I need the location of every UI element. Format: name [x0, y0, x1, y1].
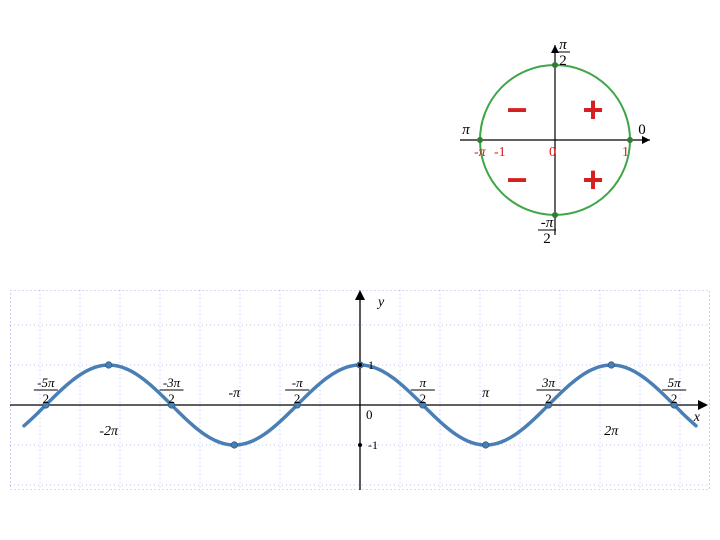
- svg-text:-3π: -3π: [163, 375, 181, 390]
- svg-text:π: π: [559, 37, 567, 53]
- cosine-plot: yx1-10-5π2-2π-3π2-π-π2π2π3π22π5π2: [10, 290, 710, 525]
- svg-text:y: y: [376, 295, 385, 310]
- svg-text:2: 2: [420, 391, 427, 406]
- cosine-plot-svg: yx1-10-5π2-2π-3π2-π-π2π2π3π22π5π2: [10, 290, 710, 520]
- unit-circle-diagram: +−−+π2-π2π0-π-101: [440, 30, 670, 255]
- svg-text:2: 2: [559, 53, 567, 69]
- svg-text:-5π: -5π: [37, 375, 55, 390]
- svg-text:2: 2: [168, 391, 175, 406]
- svg-text:2: 2: [43, 391, 50, 406]
- svg-text:2: 2: [545, 391, 552, 406]
- svg-text:+: +: [582, 89, 603, 130]
- svg-text:−: −: [506, 89, 527, 130]
- svg-text:π: π: [482, 386, 490, 401]
- svg-text:1: 1: [622, 145, 629, 160]
- svg-text:π: π: [420, 375, 427, 390]
- svg-text:2: 2: [543, 231, 551, 247]
- svg-text:1: 1: [368, 358, 374, 372]
- unit-circle-svg: +−−+π2-π2π0-π-101: [440, 30, 670, 250]
- svg-text:2: 2: [294, 391, 301, 406]
- svg-text:−: −: [506, 159, 527, 200]
- svg-text:2π: 2π: [604, 424, 619, 439]
- svg-text:π: π: [462, 122, 470, 138]
- svg-text:0: 0: [366, 407, 373, 422]
- svg-text:-1: -1: [368, 438, 378, 452]
- svg-text:0: 0: [638, 122, 646, 138]
- svg-text:3π: 3π: [541, 375, 556, 390]
- svg-text:-π: -π: [541, 215, 554, 231]
- svg-text:5π: 5π: [668, 375, 682, 390]
- svg-text:2: 2: [671, 391, 678, 406]
- svg-text:0: 0: [549, 145, 556, 160]
- svg-text:-2π: -2π: [99, 424, 119, 439]
- svg-text:-1: -1: [494, 145, 506, 160]
- svg-text:+: +: [582, 159, 603, 200]
- svg-text:-π: -π: [292, 375, 303, 390]
- svg-text:-π: -π: [474, 145, 487, 160]
- svg-text:-π: -π: [228, 386, 241, 401]
